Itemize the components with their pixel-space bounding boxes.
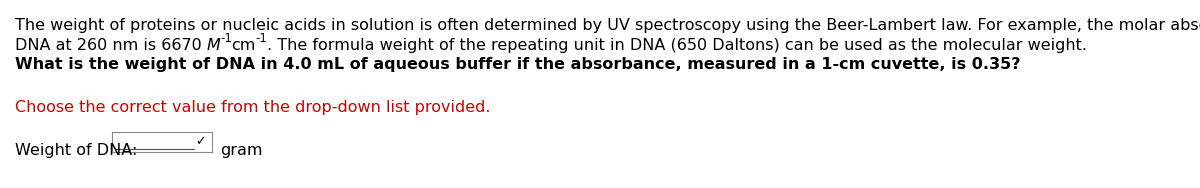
Text: The weight of proteins or nucleic acids in solution is often determined by UV sp: The weight of proteins or nucleic acids … [14, 18, 1200, 33]
Text: Weight of DNA:: Weight of DNA: [14, 143, 137, 158]
Text: -1: -1 [221, 32, 233, 45]
Text: cm: cm [232, 38, 256, 53]
Text: ✓: ✓ [194, 136, 205, 149]
Text: -1: -1 [256, 32, 268, 45]
Text: What is the weight of DNA in 4.0 mL of aqueous buffer if the absorbance, measure: What is the weight of DNA in 4.0 mL of a… [14, 57, 1020, 72]
Text: Choose the correct value from the drop-down list provided.: Choose the correct value from the drop-d… [14, 100, 491, 115]
Text: M: M [206, 38, 221, 53]
Text: DNA at 260 nm is 6670: DNA at 260 nm is 6670 [14, 38, 206, 53]
Text: . The formula weight of the repeating unit in DNA (650 Daltons) can be used as t: . The formula weight of the repeating un… [266, 38, 1087, 53]
Text: gram: gram [220, 143, 263, 158]
